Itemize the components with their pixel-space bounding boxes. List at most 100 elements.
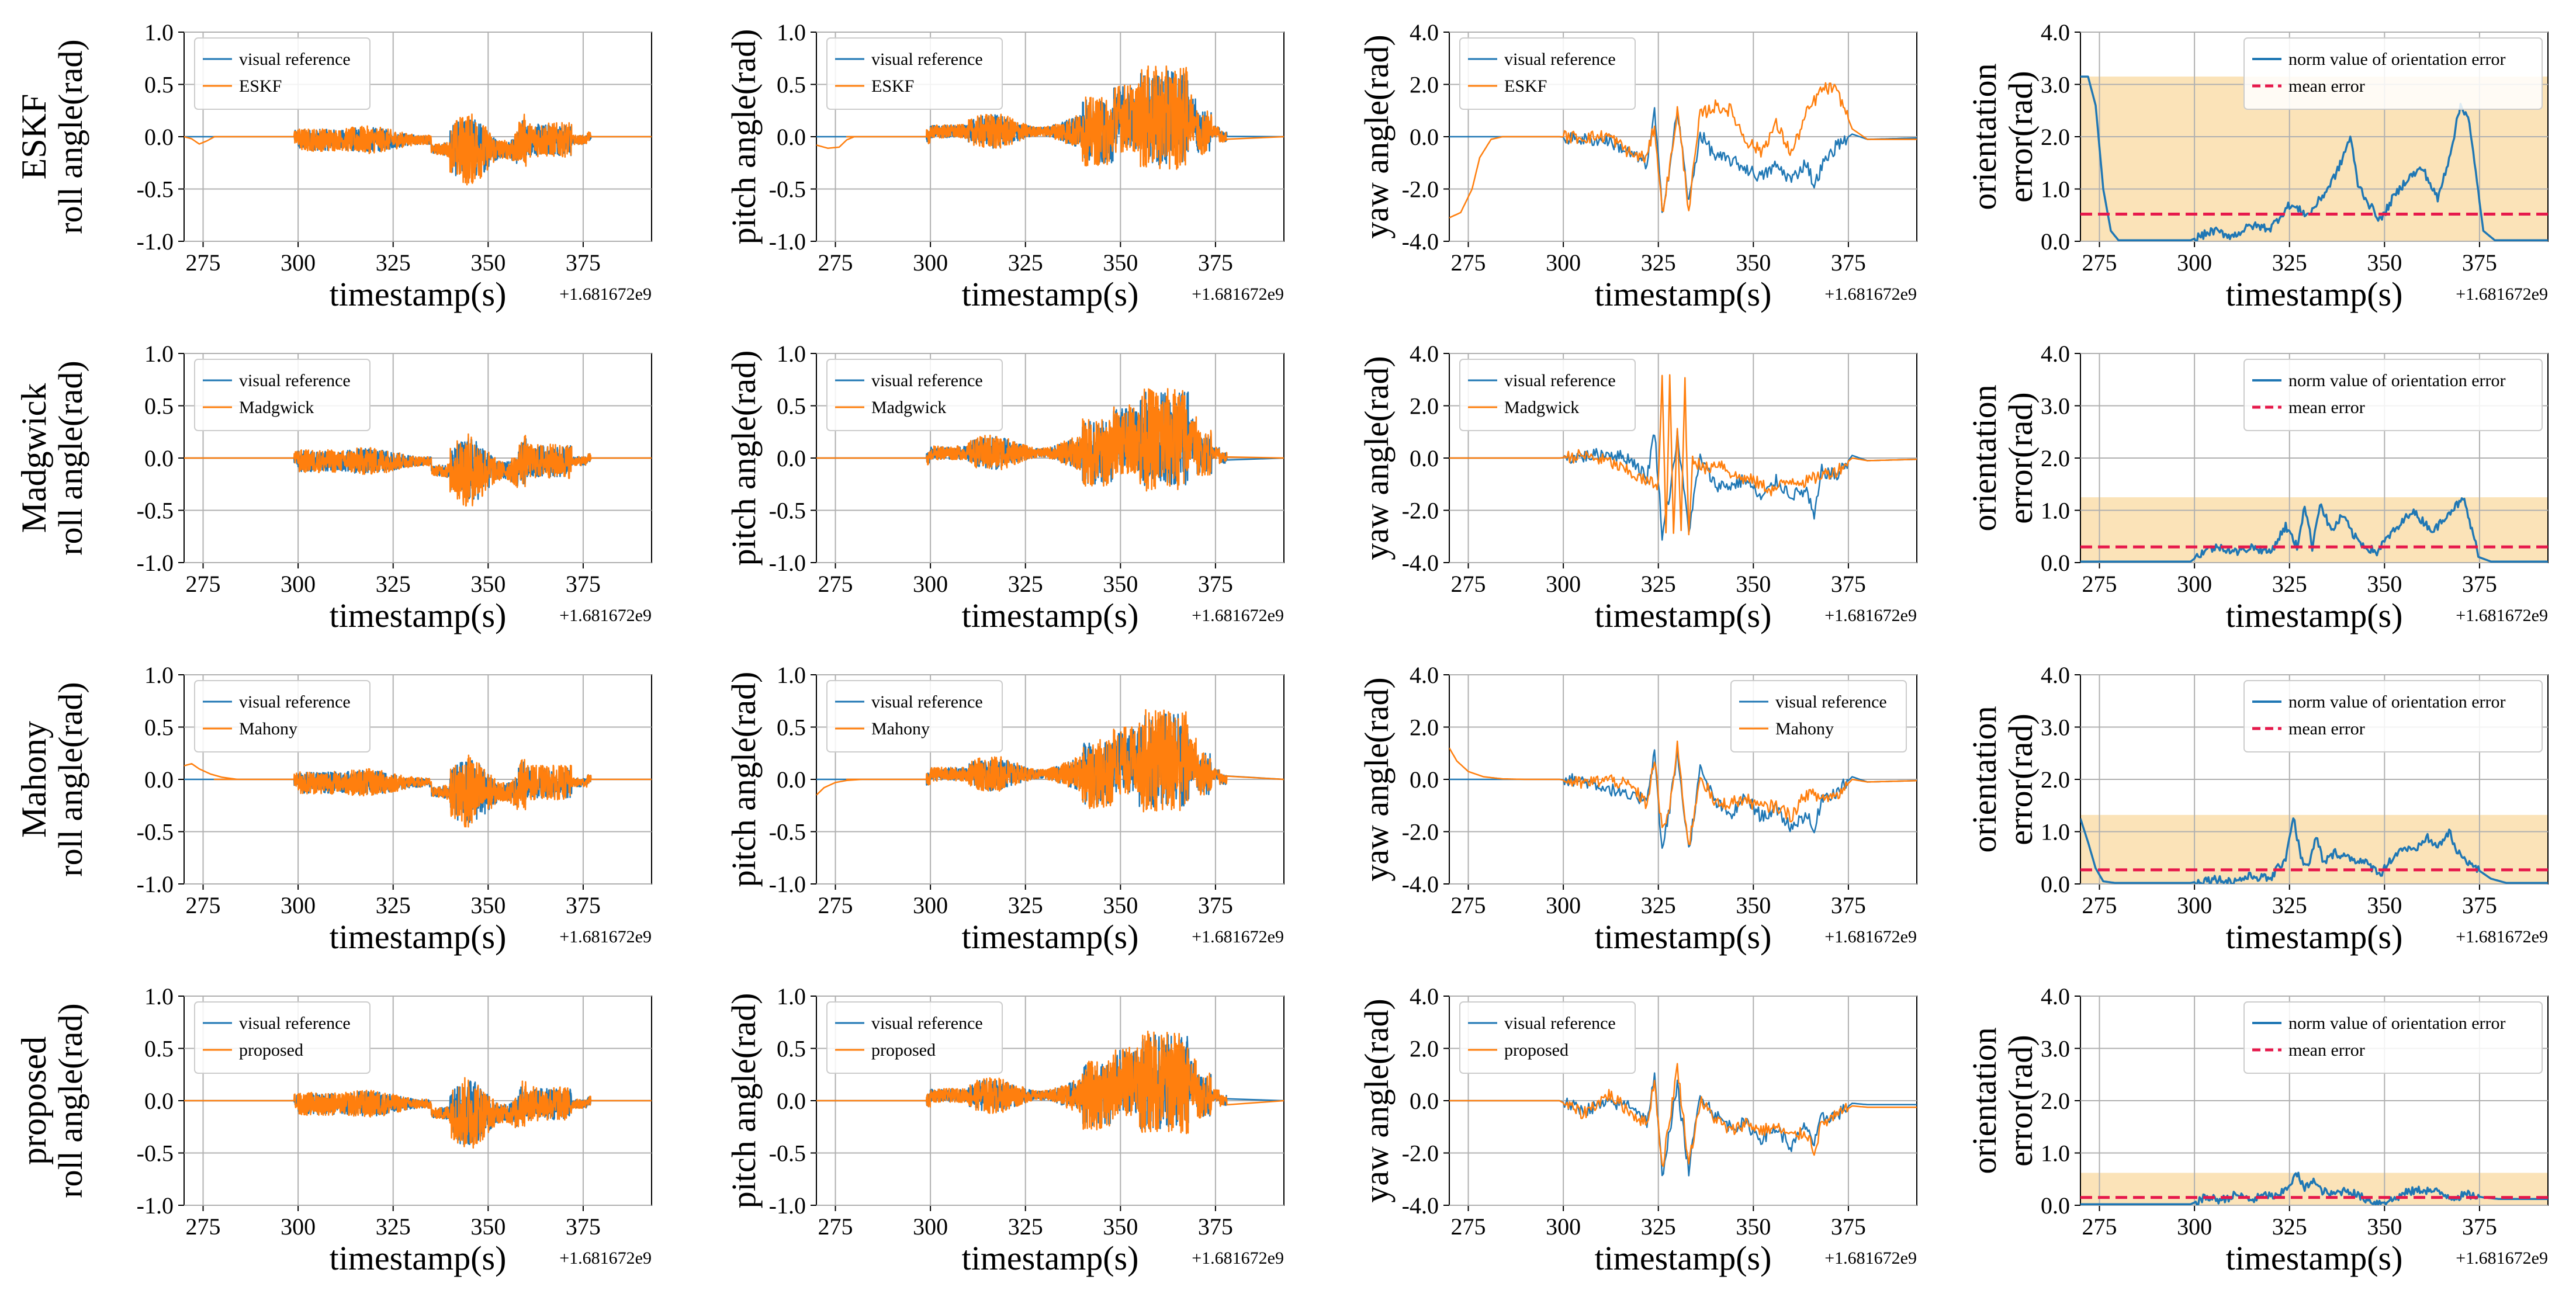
y-tick-label: -0.5 [769,1140,806,1167]
y-tick-label: -2.0 [1402,819,1439,845]
y-axis-title: orientationerror(rad) [1965,63,2040,210]
x-tick-label: 350 [1103,892,1138,918]
panel-yaw-eskf: 275 300 325 350 375 -4.0 -2.0 0.0 2.0 4.0 timestam… [1358,19,1917,313]
x-tick-label: 325 [1008,1213,1043,1240]
legend-label: Mahony [1775,719,1834,738]
y-tick-label: 0.5 [777,393,806,419]
estimate-line [184,754,652,828]
estimate-line [816,65,1284,170]
x-offset-label: +1.681672e9 [1824,285,1917,304]
x-tick-label: 275 [1451,571,1486,597]
y-tick-label: 1.0 [777,983,806,1010]
y-tick-label: 3.0 [2041,715,2070,741]
y-axis-title: orientationerror(rad) [1965,1027,2040,1174]
y-tick-label: -0.5 [769,498,806,524]
row-eskf: ESKF 275 300 325 350 375 -1.0 -0.5 0.0 0.5 1.0 time… [15,19,2549,313]
x-offset-label: +1.681672e9 [1192,1248,1284,1268]
y-axis-title: yaw angle(rad) [1358,998,1396,1202]
x-tick-label: 350 [1103,249,1138,276]
x-axis-title: timestamp(s) [330,1239,507,1277]
x-offset-label: +1.681672e9 [1824,927,1917,946]
legend-label: norm value of orientation error [2288,50,2506,69]
y-tick-label: 1.0 [144,662,174,688]
y-tick-label: 0.0 [144,124,174,150]
y-tick-label: 1.0 [2041,1140,2070,1167]
y-tick-label: -1.0 [769,550,806,576]
estimate-line [184,433,652,507]
error-line [2080,817,2548,884]
y-tick-label: 0.0 [1410,1088,1439,1114]
y-tick-label: 0.0 [144,445,174,471]
x-tick-label: 350 [470,892,505,918]
row-method-label: Mahony [15,721,53,838]
x-offset-label: +1.681672e9 [1824,606,1917,625]
x-tick-label: 275 [818,249,853,276]
x-tick-label: 275 [1451,249,1486,276]
y-tick-label: 0.0 [1410,124,1439,150]
x-axis-title: timestamp(s) [2226,596,2403,634]
y-tick-label: 0.5 [777,72,806,98]
legend-label: norm value of orientation error [2288,1014,2506,1033]
panel-yaw-proposed: 275 300 325 350 375 -4.0 -2.0 0.0 2.0 4.0 timestam… [1358,983,1917,1277]
y-tick-label: 4.0 [1410,19,1439,46]
x-tick-label: 350 [1736,892,1771,918]
panel-error-proposed: 275 300 325 350 375 0.0 1.0 2.0 3.0 4.0 timestamp(… [1965,983,2549,1277]
legend [2243,1001,2543,1074]
legend [826,37,1003,110]
y-tick-label: -1.0 [137,550,174,576]
x-tick-label: 350 [1736,571,1771,597]
legend-label: mean error [2288,77,2365,96]
estimate-line [184,113,652,186]
panel-roll-madgwick: 275 300 325 350 375 -1.0 -0.5 0.0 0.5 1.0 timestam… [51,341,652,634]
x-axis-title: timestamp(s) [2226,275,2403,313]
legend [826,359,1003,431]
y-tick-label: 0.0 [1410,767,1439,793]
y-axis-title: yaw angle(rad) [1358,34,1396,238]
x-axis-title: timestamp(s) [962,275,1139,313]
estimate-line [184,1077,652,1149]
y-tick-label: 0.5 [144,1036,174,1062]
x-tick-label: 375 [2462,1213,2497,1240]
y-axis-title: roll angle(rad) [51,39,89,234]
y-tick-label: 0.0 [777,124,806,150]
y-axis-title: yaw angle(rad) [1358,677,1396,881]
legend-label: visual reference [1775,692,1887,712]
y-tick-label: -0.5 [137,1140,174,1167]
y-tick-label: -1.0 [137,1192,174,1219]
x-tick-label: 275 [818,892,853,918]
estimate-line [816,709,1284,813]
reference-line [184,437,652,500]
x-tick-label: 350 [470,249,505,276]
x-tick-label: 375 [2462,571,2497,597]
x-axis-title: timestamp(s) [1595,1239,1772,1277]
x-axis-title: timestamp(s) [962,918,1139,956]
x-tick-label: 300 [2177,571,2212,597]
estimate-line [816,1030,1284,1135]
x-axis-title: timestamp(s) [2226,1239,2403,1277]
reference-line [1449,1072,1917,1177]
y-tick-label: -4.0 [1402,871,1439,897]
panel-pitch-mahony: 275 300 325 350 375 -1.0 -0.5 0.0 0.5 1.0 timestam… [725,662,1284,956]
panel-pitch-madgwick: 275 300 325 350 375 -1.0 -0.5 0.0 0.5 1.0 timestam… [725,341,1284,634]
legend-label: ESKF [239,77,282,96]
y-axis-title: pitch angle(rad) [725,672,763,887]
y-tick-label: 1.0 [2041,176,2070,203]
x-tick-label: 300 [913,1213,948,1240]
y-tick-label: -4.0 [1402,550,1439,576]
panel-roll-proposed: 275 300 325 350 375 -1.0 -0.5 0.0 0.5 1.0 timestam… [51,983,652,1277]
x-tick-label: 375 [2462,249,2497,276]
y-axis-title: yaw angle(rad) [1358,356,1396,560]
x-tick-label: 350 [2367,892,2402,918]
legend-label: mean error [2288,719,2365,738]
x-offset-label: +1.681672e9 [559,285,652,304]
legend-label: Mahony [871,719,930,738]
legend [2243,680,2543,752]
legend-label: norm value of orientation error [2288,371,2506,390]
panel-error-mahony: 275 300 325 350 375 0.0 1.0 2.0 3.0 4.0 timestamp(… [1965,662,2549,956]
error-line [2080,497,2548,563]
legend-label: ESKF [1504,77,1547,96]
x-tick-label: 325 [1008,249,1043,276]
x-axis-title: timestamp(s) [962,1239,1139,1277]
x-tick-label: 300 [2177,1213,2212,1240]
legend [2243,37,2543,110]
